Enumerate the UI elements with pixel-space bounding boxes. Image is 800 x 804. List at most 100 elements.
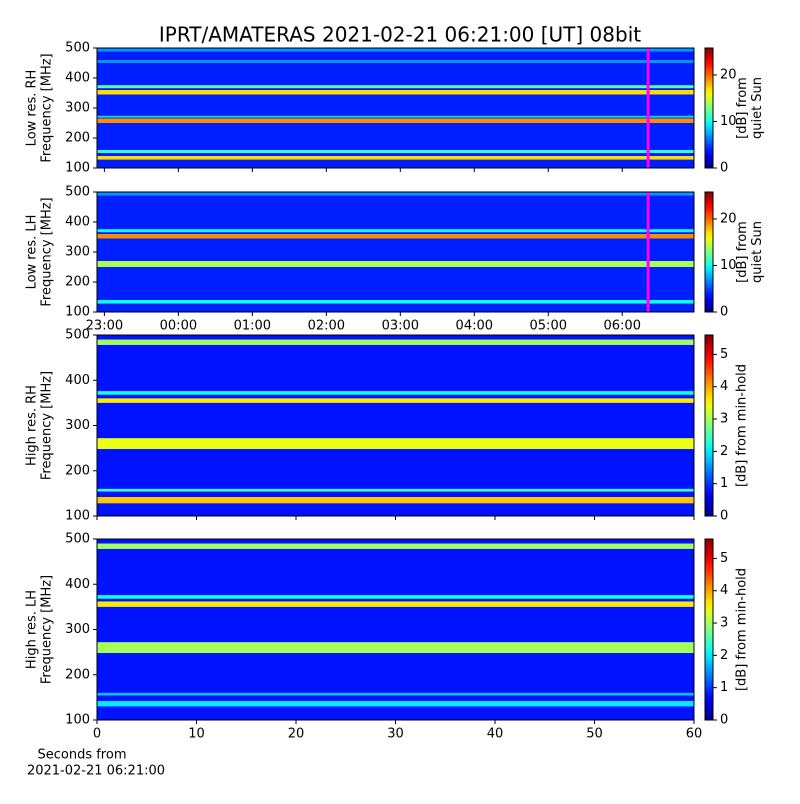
heatmap-band bbox=[97, 192, 694, 196]
heatmap-band bbox=[97, 595, 694, 599]
colorbar-tick-label: 10 bbox=[720, 114, 737, 129]
heatmap-band bbox=[97, 496, 694, 504]
y-tick-label: 400 bbox=[65, 215, 90, 230]
y-tick-label: 100 bbox=[65, 161, 90, 176]
heatmap-background bbox=[97, 192, 694, 312]
y-tick-label: 200 bbox=[65, 667, 90, 682]
y-tick-label: 400 bbox=[65, 577, 90, 592]
y-axis-label: Frequency [MHz] bbox=[40, 53, 55, 162]
colorbar-tick-label: 10 bbox=[720, 258, 737, 273]
colorbar-label: quiet Sun bbox=[750, 77, 765, 139]
colorbar-tick-label: 3 bbox=[720, 616, 728, 631]
y-tick-label: 300 bbox=[65, 622, 90, 637]
y-tick-label: 200 bbox=[65, 463, 90, 478]
heatmap-band bbox=[97, 115, 694, 118]
chart-title: IPRT/AMATERAS 2021-02-21 06:21:00 [UT] 0… bbox=[159, 23, 641, 47]
heatmap-band bbox=[97, 391, 694, 395]
x-tick-label: 06:00 bbox=[604, 319, 641, 334]
colorbar bbox=[704, 47, 714, 169]
colorbar bbox=[704, 191, 714, 313]
heatmap-band bbox=[97, 300, 694, 304]
heatmap-band bbox=[97, 642, 694, 654]
heatmap-band bbox=[97, 234, 694, 239]
colorbar-tick-label: 4 bbox=[720, 583, 728, 598]
plot-area bbox=[97, 48, 694, 168]
heatmap-background bbox=[97, 539, 694, 720]
x-tick-label: 05:00 bbox=[530, 319, 567, 334]
y-tick-label: 500 bbox=[65, 328, 90, 343]
heatmap-band bbox=[97, 398, 694, 403]
x-tick-label: 20 bbox=[288, 727, 305, 742]
plot-area bbox=[97, 192, 694, 312]
colorbar-tick-label: 1 bbox=[720, 476, 728, 491]
x-tick-label: 10 bbox=[188, 727, 205, 742]
heatmap-band bbox=[97, 261, 694, 267]
y-tick-label: 300 bbox=[65, 245, 90, 260]
heatmap-band bbox=[97, 692, 694, 696]
y-tick-label: 400 bbox=[65, 373, 90, 388]
x-tick-label: 02:00 bbox=[308, 319, 345, 334]
x-tick-label: 23:00 bbox=[86, 319, 123, 334]
x-axis-label: 2021-02-21 06:21:00 bbox=[27, 764, 165, 779]
x-tick-label: 01:00 bbox=[234, 319, 271, 334]
colorbar-label: [dB] from bbox=[735, 77, 750, 139]
x-tick-label: 0 bbox=[93, 727, 101, 742]
colorbar-tick-label: 0 bbox=[720, 509, 728, 524]
colorbar bbox=[704, 334, 714, 517]
plot-area bbox=[97, 335, 694, 516]
x-tick-label: 40 bbox=[487, 727, 504, 742]
x-tick-label: 60 bbox=[686, 727, 703, 742]
y-axis-label: Frequency [MHz] bbox=[40, 371, 55, 480]
heatmap-band bbox=[97, 229, 694, 233]
heatmap-band bbox=[97, 48, 694, 52]
colorbar-tick-label: 1 bbox=[720, 680, 728, 695]
y-tick-label: 500 bbox=[65, 532, 90, 547]
y-axis-label: High res. LH bbox=[25, 590, 40, 669]
colorbar-tick-label: 5 bbox=[720, 551, 728, 566]
heatmap-band bbox=[97, 90, 694, 95]
heatmap-band bbox=[97, 150, 694, 153]
heatmap-band bbox=[97, 339, 694, 345]
colorbar-tick-label: 2 bbox=[720, 648, 728, 663]
heatmap-background bbox=[97, 48, 694, 168]
colorbar-label: [dB] from min-hold bbox=[735, 364, 750, 487]
y-tick-label: 100 bbox=[65, 305, 90, 320]
colorbar-tick-label: 5 bbox=[720, 347, 728, 362]
heatmap-band bbox=[97, 488, 694, 492]
x-tick-label: 50 bbox=[586, 727, 603, 742]
colorbar-tick-label: 0 bbox=[720, 713, 728, 728]
y-tick-label: 400 bbox=[65, 71, 90, 86]
heatmap-band bbox=[97, 438, 694, 450]
x-tick-label: 00:00 bbox=[160, 319, 197, 334]
y-tick-label: 300 bbox=[65, 101, 90, 116]
y-tick-label: 200 bbox=[65, 275, 90, 290]
x-tick-label: 30 bbox=[387, 727, 404, 742]
y-axis-label: Low res. LH bbox=[25, 215, 40, 290]
heatmap-band bbox=[97, 118, 694, 123]
heatmap-band bbox=[97, 543, 694, 549]
y-tick-label: 500 bbox=[65, 41, 90, 56]
colorbar-tick-label: 2 bbox=[720, 444, 728, 459]
y-tick-label: 100 bbox=[65, 713, 90, 728]
colorbar-tick-label: 20 bbox=[720, 67, 737, 82]
heatmap-background bbox=[97, 335, 694, 516]
y-axis-label: High res. RH bbox=[25, 385, 40, 466]
y-tick-label: 300 bbox=[65, 418, 90, 433]
y-axis-label: Frequency [MHz] bbox=[40, 575, 55, 684]
x-axis-label: Seconds from bbox=[37, 748, 126, 763]
x-tick-label: 03:00 bbox=[382, 319, 419, 334]
colorbar-tick-label: 0 bbox=[720, 305, 728, 320]
colorbar bbox=[704, 538, 714, 721]
colorbar-label: [dB] from bbox=[735, 221, 750, 283]
x-tick-label: 04:00 bbox=[456, 319, 493, 334]
colorbar-tick-label: 4 bbox=[720, 379, 728, 394]
y-tick-label: 100 bbox=[65, 509, 90, 524]
y-tick-label: 200 bbox=[65, 131, 90, 146]
colorbar-label: quiet Sun bbox=[750, 221, 765, 283]
colorbar-label: [dB] from min-hold bbox=[735, 568, 750, 691]
y-axis-label: Low res. RH bbox=[25, 70, 40, 147]
y-tick-label: 500 bbox=[65, 185, 90, 200]
heatmap-band bbox=[97, 85, 694, 89]
colorbar-tick-label: 20 bbox=[720, 211, 737, 226]
